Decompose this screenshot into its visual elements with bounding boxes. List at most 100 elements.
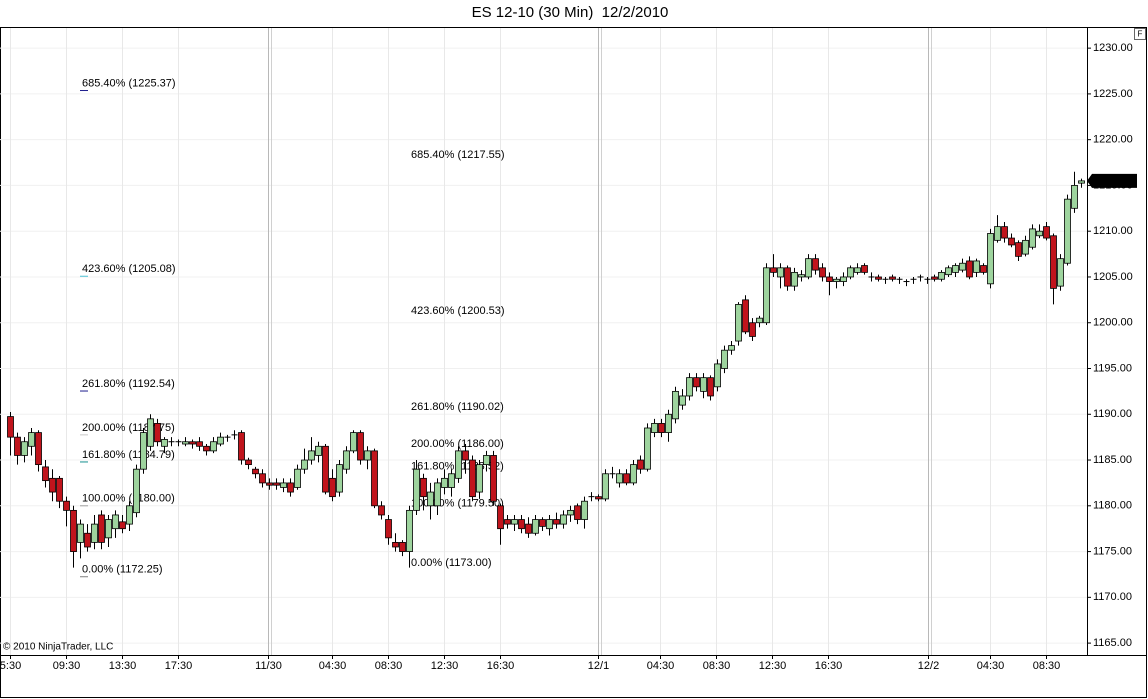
candle-body (7, 416, 14, 438)
y-tick-label: 1230.00 (1093, 42, 1133, 54)
candle-body (714, 363, 721, 388)
candle-body (966, 260, 973, 278)
candle-body (1036, 230, 1043, 237)
candle-body (378, 505, 385, 516)
candle-body (413, 468, 420, 511)
candle-body (861, 265, 868, 273)
candle-body (672, 390, 679, 420)
candle-body (798, 274, 805, 278)
candle-body (371, 450, 378, 507)
candle-body (105, 519, 112, 539)
fib-label: 685.40% (1225.37) (82, 77, 176, 89)
candle-body (238, 432, 245, 461)
candle-body (266, 482, 273, 486)
y-tick-label: 1200.00 (1093, 317, 1133, 329)
fib-label: 423.60% (1200.53) (411, 305, 505, 317)
candle-body (28, 432, 35, 447)
candle-body (756, 317, 763, 324)
candle-body (770, 267, 777, 273)
x-tick-label: 08:30 (375, 660, 403, 672)
last-price-box (1087, 173, 1137, 188)
x-tick-label: 12:30 (759, 660, 787, 672)
candle-body (1015, 242, 1022, 257)
y-tick-label: 1210.00 (1093, 225, 1133, 237)
fib-label: 0.00% (1172.25) (82, 564, 163, 576)
candle-body (1022, 239, 1029, 255)
candle-body (581, 500, 588, 520)
candle-body (336, 464, 343, 493)
candle-body (1043, 226, 1050, 239)
candle-body (329, 477, 336, 498)
x-tick-label: 04:30 (319, 660, 347, 672)
candle-body (686, 377, 693, 397)
candle-body (252, 468, 259, 475)
candle-body (245, 459, 252, 466)
candle-body (700, 377, 707, 392)
candle-body (119, 521, 126, 530)
candle-body (98, 514, 105, 543)
candle-body (560, 514, 567, 525)
candle-body (126, 505, 133, 525)
candle-body (315, 445, 322, 456)
candle-body (693, 377, 700, 388)
candle-body (742, 299, 749, 333)
candle-body (147, 418, 154, 447)
candle-body (938, 271, 945, 280)
candle-body (203, 445, 210, 452)
corner-button[interactable] (1134, 28, 1146, 40)
candle-body (637, 459, 644, 470)
fib-label: 261.80% (1192.54) (82, 378, 175, 390)
chart-title: ES 12-10 (30 Min) 12/2/2010 (472, 4, 669, 21)
y-tick-label: 1195.00 (1093, 362, 1132, 374)
candle-body (448, 473, 455, 488)
candle-body (476, 464, 483, 493)
candle-body (385, 519, 392, 539)
candle-body (567, 509, 574, 516)
candle-body (644, 427, 651, 470)
candle-body (812, 258, 819, 271)
candle-body (112, 514, 119, 530)
candle-body (21, 441, 28, 456)
candle-body (574, 505, 581, 520)
candle-body (56, 477, 63, 502)
candle-body (49, 477, 56, 493)
fib-label: 100.00% (1180.00) (82, 493, 175, 505)
candle-body (546, 519, 553, 530)
candle-body (427, 491, 434, 507)
candle-body (658, 423, 665, 433)
candle-body (980, 265, 987, 273)
candle-body (1029, 228, 1036, 248)
candle-body (518, 519, 525, 530)
x-tick-label: 12:30 (431, 660, 459, 672)
y-tick-label: 1225.00 (1093, 88, 1133, 100)
candle-body (455, 450, 462, 479)
candle-body (791, 271, 798, 287)
candle-body (189, 441, 196, 445)
x-tick-label: 17:30 (165, 660, 193, 672)
candle-body (679, 395, 686, 406)
x-tick-label: 12/2 (918, 660, 939, 672)
candle-body (1050, 235, 1057, 289)
candle-body (525, 523, 532, 534)
fib-label: 261.80% (1190.02) (411, 401, 504, 413)
candle-body (931, 276, 938, 280)
candle-body (875, 276, 882, 280)
candle-body (182, 441, 189, 445)
candle-body (826, 276, 833, 282)
candle-body (469, 459, 476, 498)
candle-body (532, 519, 539, 534)
candle-body (623, 473, 630, 484)
x-tick-label: 04:30 (647, 660, 675, 672)
y-tick-label: 1205.00 (1093, 271, 1133, 283)
marks: 685.40% (1225.37) 423.60% (1205.08) 261.80… (7, 77, 1085, 578)
candle-body (651, 423, 658, 433)
fib-label: 685.40% (1217.55) (411, 149, 505, 161)
x-tick-label: 08:30 (1033, 660, 1061, 672)
frame (0, 27, 1147, 698)
candle-body (805, 258, 812, 278)
corner-button-label: F (1138, 30, 1143, 39)
candle-body (140, 432, 147, 470)
